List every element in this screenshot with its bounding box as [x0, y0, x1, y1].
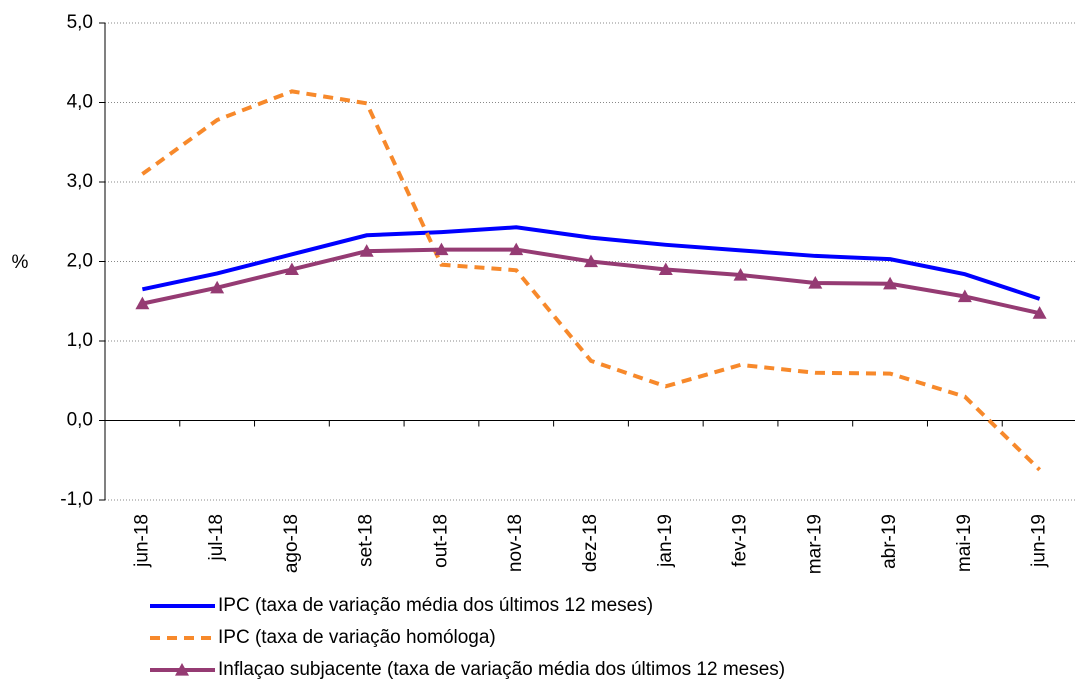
x-tick-label: dez-18: [580, 514, 601, 572]
marker: [1032, 306, 1047, 319]
y-tick-label: 2,0: [67, 251, 93, 272]
marker: [658, 262, 673, 276]
marker: [284, 262, 299, 276]
marker: [434, 242, 449, 256]
marker: [359, 244, 374, 257]
x-tick-label: ago-18: [281, 514, 302, 573]
x-tick-label: jun-19: [1029, 514, 1050, 568]
marker: [509, 242, 524, 256]
marker: [733, 268, 748, 281]
series-line: [141, 225, 1041, 301]
y-tick-label: 3,0: [67, 171, 93, 192]
x-tick-label: jul-18: [206, 514, 227, 561]
legend-label: IPC (taxa de variação média dos últimos …: [218, 595, 653, 616]
y-tick-label: 5,0: [67, 12, 93, 33]
x-tick-label: fev-19: [730, 514, 751, 567]
x-tick-label: jan-19: [655, 514, 676, 568]
y-tick-label: 4,0: [67, 92, 93, 113]
y-tick-label: 1,0: [67, 330, 93, 351]
x-tick-label: mar-19: [804, 514, 825, 574]
marker: [808, 275, 823, 289]
x-tick-label: mai-19: [954, 514, 975, 572]
marker: [210, 280, 225, 294]
legend-label: Inflaçao subjacente (taxa de variação mé…: [218, 659, 785, 680]
marker: [883, 276, 898, 290]
y-tick-label: 0,0: [67, 410, 93, 431]
legend-marker: [175, 663, 189, 676]
x-tick-label: set-18: [356, 514, 377, 567]
y-axis-label: %: [12, 252, 29, 273]
legend-label: IPC (taxa de variação homóloga): [218, 627, 496, 648]
marker: [135, 296, 150, 310]
x-tick-label: jun-18: [131, 514, 152, 568]
x-tick-label: out-18: [430, 514, 451, 568]
x-tick-label: nov-18: [505, 514, 526, 572]
marker: [584, 254, 598, 268]
marker: [957, 289, 972, 303]
x-tick-label: abr-19: [879, 514, 900, 569]
series-line: [141, 89, 1042, 472]
y-tick-label: -1,0: [60, 489, 93, 510]
